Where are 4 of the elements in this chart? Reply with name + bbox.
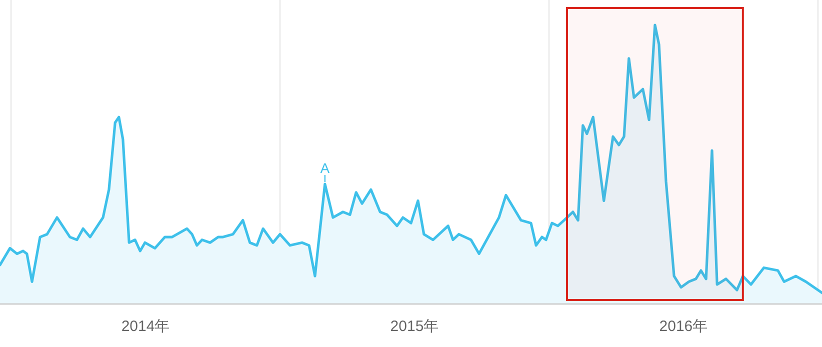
annotation: A <box>320 160 330 176</box>
x-tick-label: 2015年 <box>390 318 439 335</box>
x-tick-label: 2014年 <box>121 318 170 335</box>
x-tick-label: 2016年 <box>659 318 708 335</box>
